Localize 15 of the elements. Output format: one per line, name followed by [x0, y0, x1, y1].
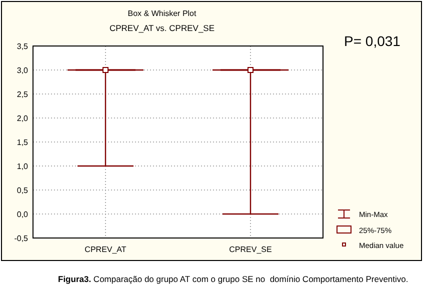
y-tick-label: 2,0: [16, 114, 29, 123]
y-tick-label: 0,5: [16, 186, 29, 195]
x-tick-label: CPREV_SE: [229, 245, 272, 254]
y-tick-label: 2,5: [16, 90, 29, 99]
y-tick-label: 1,0: [16, 162, 29, 171]
y-tick-label: 3,5: [16, 42, 29, 51]
chart-subtitle: CPREV_AT vs. CPREV_SE: [109, 23, 215, 33]
y-tick-label: 0,0: [16, 210, 29, 219]
y-tick-label: 3,0: [16, 66, 29, 75]
y-tick-label: -0,5: [14, 234, 29, 243]
y-tick-label: 1,5: [16, 138, 29, 147]
text: Figura3. Comparação do grupo AT com o grupo SE no domínio Comportamento Preventivo.: [58, 274, 408, 284]
text: P= 0,031: [344, 33, 401, 49]
x-tick-label: CPREV_AT: [84, 245, 126, 254]
chart-title: Box & Whisker Plot: [128, 9, 198, 18]
